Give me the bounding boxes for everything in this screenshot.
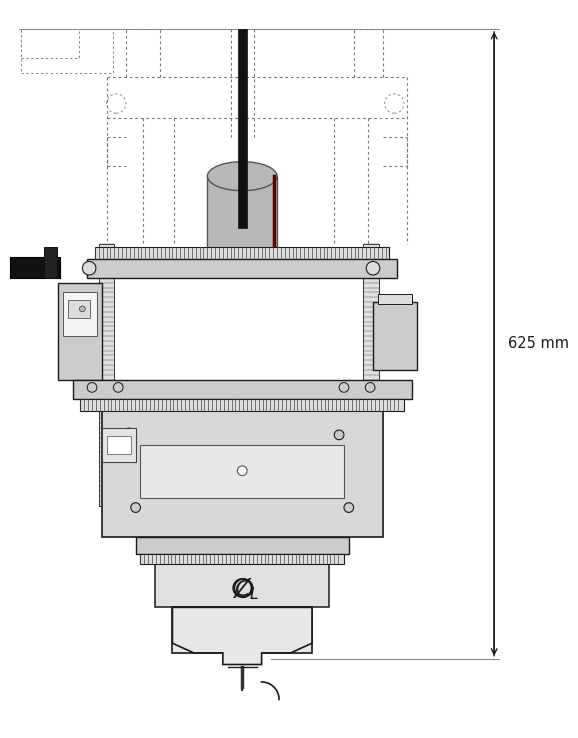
Bar [21,29,79,58]
Bar [140,444,344,498]
Bar [172,607,312,653]
Bar [43,247,57,278]
Polygon shape [172,607,312,664]
Bar [208,176,277,258]
Text: $\mathbf{\emptyset}$: $\mathbf{\emptyset}$ [230,576,254,604]
Bar [378,294,412,304]
Circle shape [113,382,123,393]
Text: $\it{C}_{\it{L}}$: $\it{C}_{\it{L}}$ [235,579,260,602]
Bar [373,302,417,370]
Circle shape [122,428,136,441]
Bar [102,428,136,462]
Bar [10,257,60,278]
Circle shape [344,503,354,512]
Bar [68,300,90,317]
Bar [21,29,113,72]
Bar [73,379,412,399]
Circle shape [79,306,86,312]
Circle shape [339,382,349,393]
Bar [136,537,349,554]
Bar [87,258,397,278]
Circle shape [131,503,140,512]
Bar [364,244,379,506]
Circle shape [238,466,247,475]
Bar [58,283,102,379]
Circle shape [334,430,344,440]
Text: 625 mm: 625 mm [507,337,569,351]
Circle shape [87,382,97,393]
Bar [155,564,329,607]
Bar [80,399,404,410]
Circle shape [365,382,375,393]
Circle shape [82,261,96,275]
Ellipse shape [208,162,277,190]
Bar [140,554,344,564]
Bar [106,436,131,455]
Circle shape [366,261,380,275]
Bar [238,29,247,227]
Bar [102,410,383,537]
Bar [99,244,114,506]
Bar [95,247,390,258]
Bar [63,292,97,336]
